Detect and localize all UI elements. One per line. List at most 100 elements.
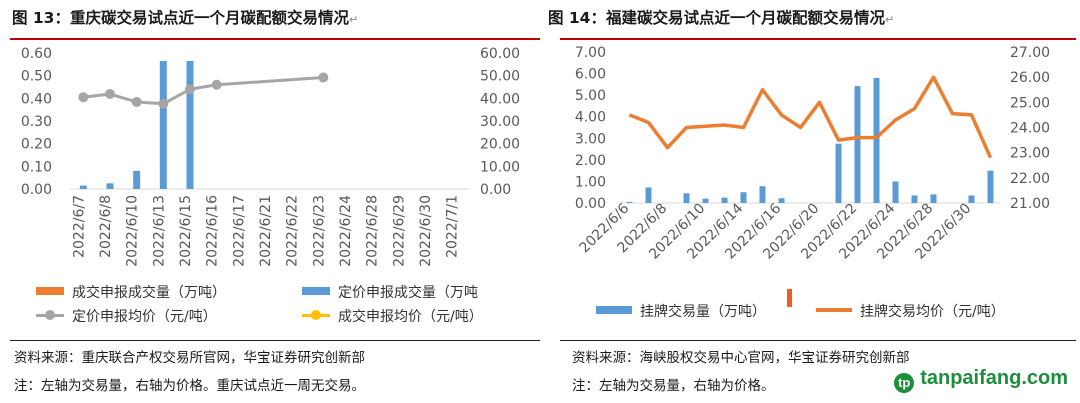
right-chart-y-left-tick: 6.00 [575,67,606,83]
right-source-note: 资料来源：海峡股权交易中心官网，华宝证券研究创新部 [572,350,910,366]
left-chart-x-tick: 2022/6/24 [338,195,354,267]
right-chart-bar [778,198,785,203]
left-chart-bar [159,60,167,189]
right-chart-bar [854,86,861,203]
right-chart-title: 图 14：福建碳交易试点近一个月碳配额交易情况↵ [548,6,894,28]
left-legend-swatch-0 [36,287,64,295]
left-chart-y-right-tick: 0.00 [480,182,511,198]
right-chart: 0.00 1.00 2.00 3.00 4.00 5.00 6.00 7.00 21.00 22.… [575,45,1050,263]
left-legend-item-2: 定价申报均价（元/吨） [36,306,217,326]
right-chart-bar [759,186,766,203]
left-chart-y-left-tick: 0.30 [21,114,52,130]
right-chart-series-line [628,75,993,159]
left-legend-label-3: 成交申报均价（元/吨） [338,309,483,325]
left-legend-label-2: 定价申报均价（元/吨） [72,309,217,325]
right-chart-y-left-tick: 4.00 [575,110,606,126]
right-chart-bar [930,194,937,203]
left-chart-y-left-tick: 0.60 [21,46,52,62]
left-chart-y-left-tick: 0.40 [21,91,52,107]
left-chart-title: 图 13：重庆碳交易试点近一个月碳配额交易情况↵ [12,6,358,28]
right-chart-y-left-tick: 1.00 [575,174,606,190]
right-chart-y-left-tick: 3.00 [575,131,606,147]
left-chart-y-right-tick: 20.00 [480,137,520,153]
right-chart-bar [645,187,652,203]
right-chart-bar [835,143,842,203]
right-legend-item-0: 挂牌交易量（万吨） [596,301,766,321]
left-chart-bar [79,185,87,189]
left-chart: 0.00 0.10 0.20 0.30 0.40 0.50 0.60 0.00 10.00 20.… [21,46,520,267]
left-footer-divider [10,340,540,341]
left-legend-marker-3 [302,310,330,320]
right-chart-y-right-tick: 27.00 [1010,45,1050,61]
left-chart-line-point [105,89,115,100]
right-chart-bar [873,77,880,203]
right-chart-bar [626,201,633,203]
watermark: tp tanpaifang.com [894,367,1068,393]
right-legend-label-1: 挂牌交易均价（元/吨） [860,304,1005,320]
left-chart-x-tick: 2022/6/29 [391,195,407,267]
left-legend-swatch-1 [302,287,330,295]
right-chart-y-left-tick: 2.00 [575,153,606,169]
watermark-logo-icon: tp [894,373,915,393]
right-chart-y-right-tick: 26.00 [1010,70,1050,86]
right-legend-label-0: 挂牌交易量（万吨） [640,304,766,320]
right-chart-bar [892,181,899,203]
left-chart-line-point [78,92,89,103]
left-chart-x-tick: 2022/6/30 [418,195,434,267]
right-title-text: 图 14：福建碳交易试点近一个月碳配额交易情况 [548,9,885,27]
left-title-text: 图 13：重庆碳交易试点近一个月碳配额交易情况 [12,9,349,27]
right-chart-bar [740,192,747,203]
left-legend-label-0: 成交申报成交量（万吨） [72,285,226,301]
right-chart-y-left-tick: 5.00 [575,88,606,104]
right-chart-y-right-tick: 24.00 [1010,121,1050,137]
left-title-return-mark: ↵ [348,13,359,26]
left-chart-line-point [318,72,329,83]
right-legend-swatch-0 [596,306,632,314]
left-axis-note: 注：左轴为交易量，右轴为价格。重庆试点近一周无交易。 [14,378,365,394]
left-chart-y-right-tick: 40.00 [480,91,520,107]
left-chart-series-line [83,75,324,106]
left-chart-line-point [131,96,142,107]
right-chart-bar [911,195,918,203]
left-chart-x-tick: 2022/6/16 [205,195,221,267]
right-legend-item-1: 挂牌交易均价（元/吨） [816,301,1005,321]
right-legend-stray-marker [787,289,792,307]
left-chart-y-left-tick: 0.50 [21,69,52,85]
left-chart-y-left-tick: 0.20 [21,137,52,153]
right-chart-bar [702,198,709,203]
right-chart-bar [683,193,690,203]
left-chart-x-tick: 2022/6/21 [258,195,274,267]
left-chart-x-tick: 2022/7/1 [445,195,461,258]
left-chart-bar [186,60,194,189]
left-chart-y-right-tick: 60.00 [480,46,520,62]
right-title-underline [560,38,1076,40]
left-chart-bar [133,170,141,189]
right-chart-y-right-tick: 23.00 [1010,146,1050,162]
watermark-text: tanpaifang.com [920,367,1068,389]
left-legend-marker-2 [36,310,64,320]
left-chart-x-tick: 2022/6/22 [285,195,301,267]
left-chart-y-left-tick: 0.10 [21,159,52,175]
left-chart-y-right-tick: 10.00 [480,159,520,175]
left-legend-item-0: 成交申报成交量（万吨） [36,282,226,302]
right-legend-marker-1 [816,308,852,312]
left-chart-x-tick: 2022/6/13 [151,195,167,267]
right-chart-y-left-tick: 0.00 [575,196,606,212]
left-chart-y-right-tick: 50.00 [480,69,520,85]
right-chart-bar [968,195,975,203]
right-chart-y-left-tick: 7.00 [575,45,606,61]
left-chart-x-tick: 2022/6/17 [231,195,247,267]
left-chart-line-point [185,84,195,95]
left-legend-item-1: 定价申报成交量（万吨 [302,282,478,302]
right-chart-bar [721,197,728,203]
left-chart-x-tick: 2022/6/7 [71,195,87,258]
right-chart-bar [987,170,994,203]
left-legend-label-1: 定价申报成交量（万吨 [338,285,478,301]
right-axis-note: 注：左轴为交易量，右轴为价格。 [572,378,775,394]
left-chart-x-tick: 2022/6/8 [98,195,114,258]
right-chart-y-right-tick: 22.00 [1010,171,1050,187]
right-chart-y-right-tick: 25.00 [1010,95,1050,111]
right-chart-y-right-tick: 21.00 [1010,196,1050,212]
left-chart-line-point [158,98,169,109]
right-footer-divider [560,340,1076,341]
